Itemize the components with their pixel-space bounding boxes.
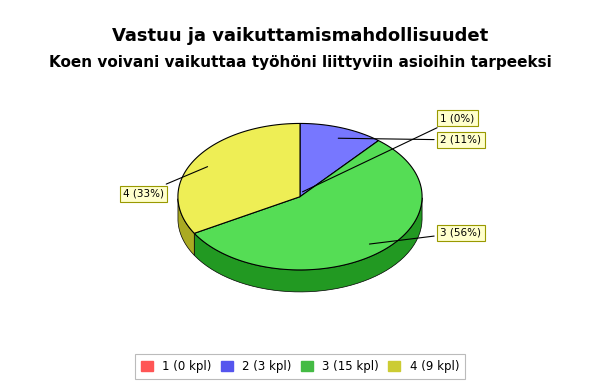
Text: 3 (56%): 3 (56%) [370,228,481,244]
Polygon shape [178,199,194,255]
Text: Vastuu ja vaikuttamismahdollisuudet: Vastuu ja vaikuttamismahdollisuudet [112,27,488,45]
Text: 2 (11%): 2 (11%) [338,135,481,145]
Polygon shape [194,140,422,270]
Polygon shape [300,124,379,197]
Text: 1 (0%): 1 (0%) [302,113,475,192]
Polygon shape [194,198,422,292]
Text: Koen voivani vaikuttaa työhöni liittyviin asioihin tarpeeksi: Koen voivani vaikuttaa työhöni liittyvii… [49,55,551,69]
Legend: 1 (0 kpl), 2 (3 kpl), 3 (15 kpl), 4 (9 kpl): 1 (0 kpl), 2 (3 kpl), 3 (15 kpl), 4 (9 k… [135,354,465,379]
Polygon shape [178,124,300,233]
Text: 4 (33%): 4 (33%) [123,167,208,199]
